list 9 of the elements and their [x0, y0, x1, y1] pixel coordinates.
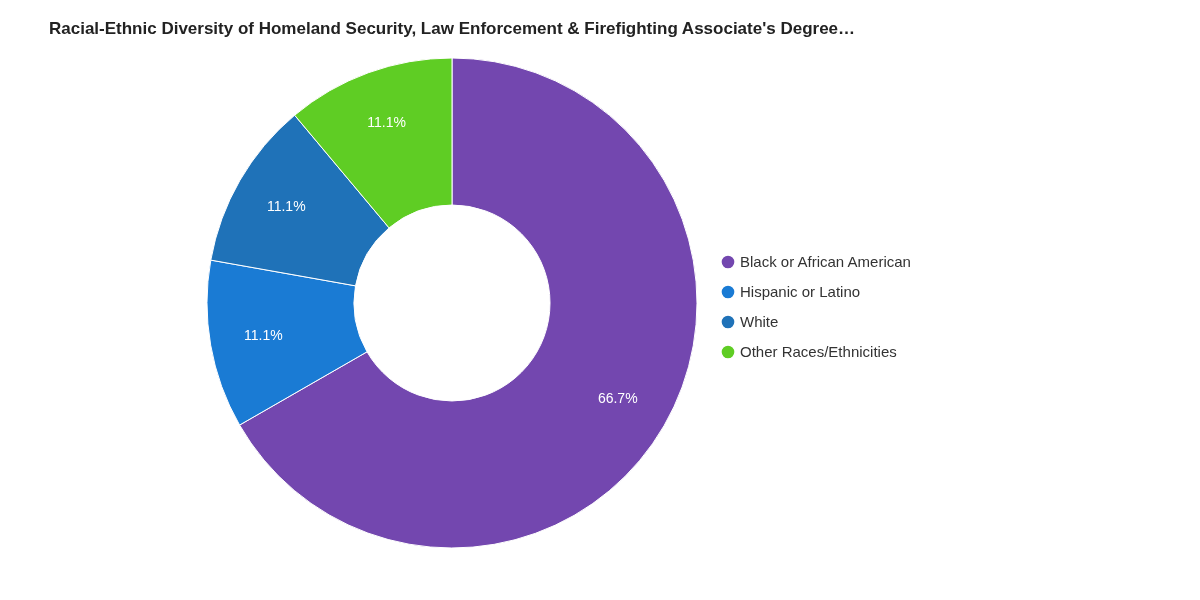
- chart-title: Racial-Ethnic Diversity of Homeland Security, Law Enforcement & Firefighting Associate's Degree…: [48, 19, 856, 38]
- legend-label: White: [740, 313, 779, 330]
- data-label: 11.1%: [244, 326, 283, 343]
- legend-label: Other Races/Ethnicities: [740, 343, 897, 360]
- data-label: 11.1%: [266, 198, 306, 215]
- data-label: 66.7%: [597, 389, 638, 406]
- legend-label: Black or African American: [740, 253, 911, 270]
- legend-label: Hispanic or Latino: [740, 283, 861, 300]
- data-label: 11.1%: [367, 114, 406, 131]
